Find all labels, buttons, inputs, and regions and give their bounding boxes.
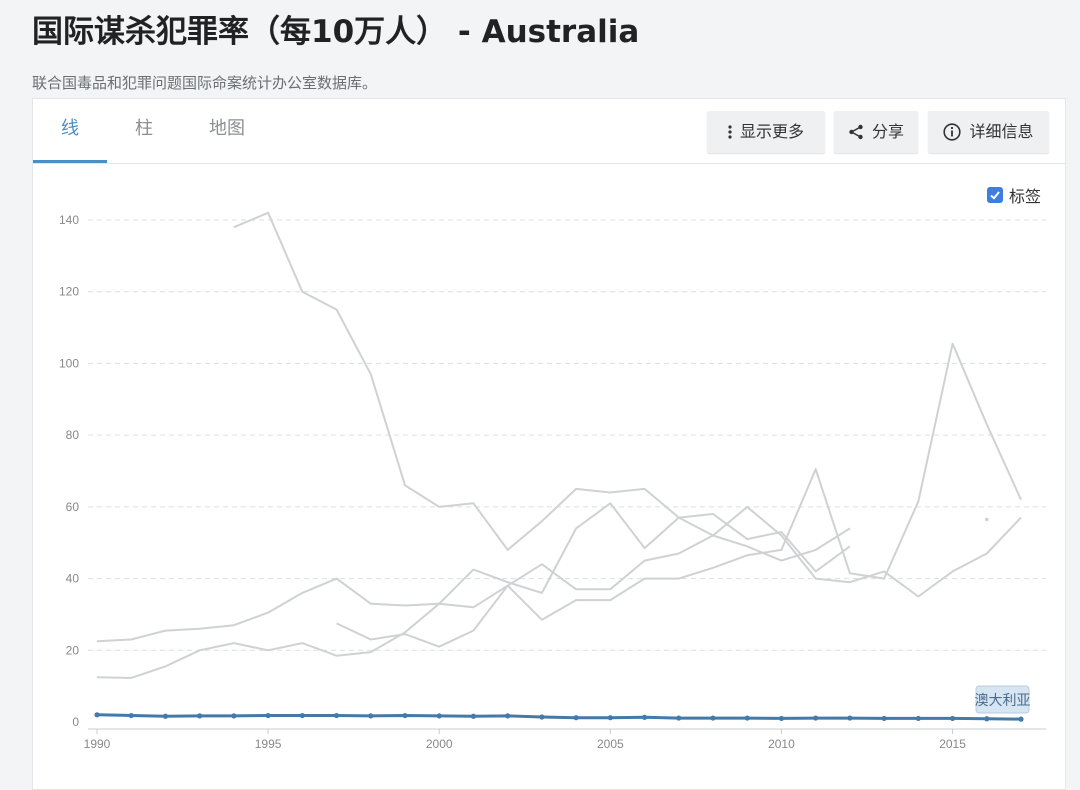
share-icon	[848, 124, 864, 140]
x-tick-label: 1990	[84, 737, 111, 751]
details-label: 详细信息	[969, 122, 1034, 141]
x-tick-label: 2010	[768, 737, 795, 751]
australia-data-point	[436, 713, 442, 719]
australia-data-point	[94, 712, 100, 718]
labels-toggle-label: 标签	[1009, 187, 1042, 206]
australia-data-point	[813, 715, 819, 721]
australia-data-point	[197, 713, 203, 719]
labels-toggle[interactable]: 标签	[987, 185, 1042, 206]
y-tick-label: 100	[59, 356, 79, 370]
australia-data-point	[847, 715, 853, 721]
y-tick-label: 140	[59, 213, 79, 227]
australia-data-point	[984, 716, 990, 722]
tab-map[interactable]: 地图	[209, 118, 245, 139]
australia-data-point	[778, 715, 785, 722]
australia-data-point	[744, 715, 750, 721]
background-series-line	[96, 505, 1022, 643]
show-more-label: 显示更多	[739, 122, 804, 141]
y-tick-label: 80	[66, 428, 80, 442]
y-tick-label: 40	[66, 572, 80, 586]
y-tick-label: 0	[72, 715, 79, 729]
more-vertical-icon	[728, 125, 732, 139]
australia-data-point	[505, 713, 511, 719]
australia-series-line	[96, 713, 1022, 721]
australia-data-point	[539, 714, 545, 720]
data-point	[984, 517, 989, 522]
australia-data-point	[949, 715, 956, 722]
australia-data-point	[402, 712, 408, 719]
australia-data-point	[128, 712, 134, 719]
australia-data-point	[368, 713, 374, 719]
background-series-line	[336, 342, 1022, 648]
background-series-line	[96, 502, 851, 679]
y-tick-label: 20	[66, 643, 80, 657]
australia-data-point	[299, 712, 305, 719]
australia-data-point	[607, 715, 613, 721]
background-series-line	[233, 211, 851, 562]
x-tick-label: 2015	[939, 737, 966, 751]
page-title: 国际谋杀犯罪率（每10万人） - Australia	[32, 14, 640, 50]
australia-data-point	[231, 713, 237, 719]
y-tick-label: 60	[66, 500, 80, 514]
australia-data-point	[573, 715, 579, 721]
tab-bar: 线 柱 地图 显示更多 分享 详细信息	[33, 99, 1065, 164]
australia-data-point	[915, 715, 921, 722]
info-icon	[943, 123, 962, 141]
chart-card: 线 柱 地图 显示更多 分享 详细信息 标签	[32, 98, 1066, 790]
australia-data-point	[641, 714, 648, 720]
x-tick-label: 1995	[255, 737, 282, 751]
australia-data-point	[265, 712, 271, 719]
x-tick-label: 2000	[426, 737, 453, 751]
australia-data-point	[333, 712, 340, 719]
series-label-box	[975, 685, 1030, 714]
australia-data-point	[881, 715, 887, 722]
tab-line[interactable]: 线	[33, 99, 107, 163]
australia-data-point	[710, 715, 716, 721]
details-button[interactable]: 详细信息	[928, 111, 1049, 153]
australia-data-point	[676, 715, 682, 721]
share-button[interactable]: 分享	[834, 111, 918, 153]
australia-data-point	[470, 713, 477, 719]
australia-data-point	[162, 713, 169, 719]
page-subtitle: 联合国毒品和犯罪问题国际命案统计办公室数据库。	[32, 74, 378, 92]
tab-bar-chart[interactable]: 柱	[135, 118, 153, 139]
checkbox-checked-icon[interactable]	[987, 187, 1003, 203]
x-tick-label: 2005	[597, 737, 624, 751]
show-more-button[interactable]: 显示更多	[707, 111, 825, 153]
australia-data-point	[1018, 716, 1024, 722]
share-label: 分享	[871, 122, 904, 141]
series-label: 澳大利亚	[975, 693, 1031, 709]
y-tick-label: 120	[59, 285, 79, 299]
